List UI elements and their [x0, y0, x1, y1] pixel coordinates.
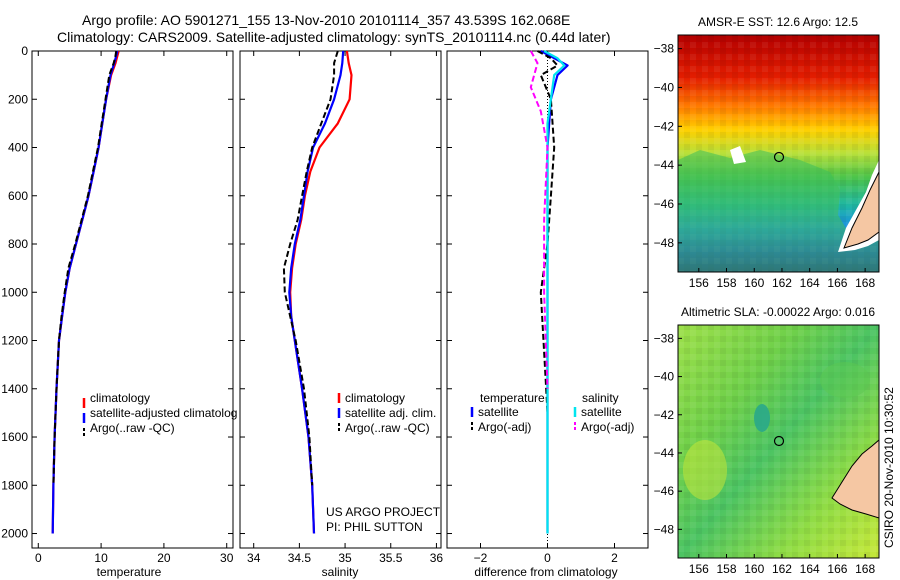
x-tick-label: −2	[474, 551, 488, 565]
x-tick-label: 0	[544, 551, 551, 565]
y-tick-label: 200	[8, 92, 28, 106]
sla-map-image	[678, 325, 880, 558]
map-y-tick-label: −40	[654, 370, 675, 384]
salinity-panel: 34 34.5 35 35.5 36 salinity climatology sate…	[239, 50, 444, 579]
legend-label-climatology: climatology	[90, 391, 150, 405]
map-x-tick-label: 168	[855, 276, 875, 290]
y-tick-label: 1000	[1, 285, 28, 299]
map-y-tick-label: −42	[654, 119, 675, 133]
map-x-tick-label: 166	[827, 276, 847, 290]
series-line-salinity-satellite	[543, 50, 566, 534]
y-tick-label: 1800	[1, 478, 28, 492]
map-x-tick-label: 158	[717, 276, 737, 290]
legend-label-sal-satellite: satellite	[581, 405, 622, 419]
map-y-tick-label: −42	[654, 408, 675, 422]
map-y-tick-label: −48	[654, 236, 675, 250]
sst-map-panel: AMSR-E SST: 12.6 Argo: 12.5 156 158 160 162…	[654, 15, 880, 290]
map-y-tick-label: −40	[654, 80, 675, 94]
y-tick-label: 600	[8, 189, 28, 203]
map-y-tick-label: −38	[654, 331, 675, 345]
temperature-xlabel: temperature	[97, 565, 162, 579]
sla-map-frame	[677, 324, 880, 559]
legend-label-sal-argo: Argo(-adj)	[581, 420, 634, 434]
difference-xlabel: difference from climatology	[474, 565, 617, 579]
x-tick-label: 2	[611, 551, 618, 565]
y-tick-label: 1600	[1, 430, 28, 444]
legend-label-temp-argo: Argo(-adj)	[478, 420, 531, 434]
x-tick-label: 10	[94, 551, 108, 565]
sla-mid-anomaly	[820, 362, 870, 398]
x-tick-label: 35.5	[379, 551, 403, 565]
sst-map-image	[678, 35, 880, 272]
series-line-salinity-argo-adj	[529, 50, 549, 389]
pi-credit: PI: PHIL SUTTON	[326, 520, 423, 534]
salinity-legend: climatology satellite adj. clim. Argo(..…	[337, 391, 436, 435]
sla-high-anomaly	[683, 440, 727, 500]
legend-label-satellite-adjusted: satellite-adjusted climatolog	[90, 406, 237, 420]
map-y-tick-label: −46	[654, 484, 675, 498]
sla-map-panel: Altimetric SLA: -0.00022 Argo: 0.016 156…	[654, 305, 880, 576]
salinity-xlabel: salinity	[322, 565, 359, 579]
argo-position-marker	[773, 151, 785, 163]
legend-label-temp-satellite: satellite	[478, 405, 519, 419]
temperature-legend: climatology satellite-adjusted climatolo…	[82, 391, 237, 438]
header-title-line2: Climatology: CARS2009. Satellite-adjuste…	[57, 29, 611, 45]
x-tick-label: 34.5	[288, 551, 312, 565]
legend-label-climatology: climatology	[345, 391, 405, 405]
map-x-tick-label: 160	[744, 276, 764, 290]
difference-legend: temperature satellite Argo(-adj) salinit…	[470, 391, 634, 434]
sst-map-frame	[677, 34, 880, 273]
map-y-tick-label: −44	[654, 158, 675, 172]
x-tick-label: 20	[157, 551, 171, 565]
legend-group-temperature: temperature	[480, 391, 545, 405]
map-y-tick-label: −48	[654, 522, 675, 536]
legend-group-salinity: salinity	[582, 391, 619, 405]
temperature-axes-box	[31, 50, 234, 549]
sla-low-anomaly	[754, 404, 770, 432]
salinity-axes-box	[239, 50, 442, 549]
legend-label-satellite-adj: satellite adj. clim.	[345, 406, 436, 420]
map-x-tick-label: 166	[827, 562, 847, 576]
map-x-tick-label: 162	[772, 562, 792, 576]
map-y-tick-label: −44	[654, 446, 675, 460]
legend-label-argo: Argo(..raw -QC)	[90, 421, 175, 435]
map-y-tick-label: −38	[654, 42, 675, 56]
x-tick-label: 0	[35, 551, 42, 565]
map-x-tick-label: 156	[689, 276, 709, 290]
series-line-temperature-argo-adj	[537, 50, 559, 486]
map-x-tick-label: 164	[800, 276, 820, 290]
x-tick-label: 34	[247, 551, 261, 565]
map-x-tick-label: 162	[772, 276, 792, 290]
header-title-line1: Argo profile: AO 5901271_155 13-Nov-2010…	[82, 12, 570, 28]
legend-label-argo: Argo(..raw -QC)	[345, 421, 430, 435]
series-line-argo-raw-qc	[52, 50, 118, 486]
x-tick-label: 35	[338, 551, 352, 565]
map-y-tick-label: −46	[654, 197, 675, 211]
y-tick-label: 2000	[1, 527, 28, 541]
x-tick-label: 30	[220, 551, 234, 565]
csiro-timestamp: CSIRO 20-Nov-2010 10:30:52	[882, 387, 896, 548]
map-x-tick-label: 158	[717, 562, 737, 576]
map-x-tick-label: 160	[744, 562, 764, 576]
sst-cool-region	[678, 150, 879, 272]
series-line-satellite-adj-clim	[288, 50, 345, 534]
y-tick-label: 0	[21, 44, 28, 58]
y-tick-label: 400	[8, 141, 28, 155]
series-line-argo-raw-qc	[282, 50, 339, 486]
difference-panel: −2 0 2 difference from climatology tempera…	[446, 50, 649, 579]
map-x-tick-label: 168	[855, 562, 875, 576]
sst-map-title: AMSR-E SST: 12.6 Argo: 12.5	[698, 15, 858, 29]
project-credit: US ARGO PROJECT	[326, 505, 441, 519]
argo-position-marker	[773, 435, 785, 447]
y-tick-label: 1400	[1, 382, 28, 396]
sla-map-title: Altimetric SLA: -0.00022 Argo: 0.016	[681, 305, 875, 319]
sst-nodata-patch	[730, 146, 746, 164]
temperature-panel: 0 10 20 30 0 200 400 600 800 1000 1200 1400 1600 1800…	[1, 44, 237, 579]
x-tick-label: 36	[430, 551, 444, 565]
map-x-tick-label: 164	[800, 562, 820, 576]
y-tick-label: 1200	[1, 334, 28, 348]
y-tick-label: 800	[8, 237, 28, 251]
map-x-tick-label: 156	[689, 562, 709, 576]
